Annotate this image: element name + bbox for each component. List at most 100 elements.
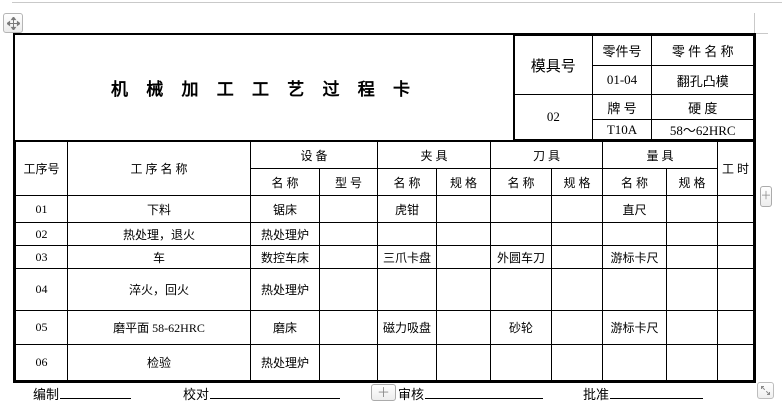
cell-cut-spec[interactable] bbox=[551, 195, 604, 223]
process-row-02: 02 热处理，退火 热处理炉 bbox=[15, 222, 754, 246]
header-gauge-name: 名 称 bbox=[602, 168, 668, 196]
cell-cut-spec[interactable] bbox=[551, 268, 604, 311]
grade-value[interactable]: T10A bbox=[591, 119, 653, 140]
cell-fix-spec[interactable] bbox=[436, 344, 492, 381]
cell-eq-name[interactable]: 热处理炉 bbox=[250, 344, 320, 381]
cell-time[interactable] bbox=[717, 222, 754, 246]
cell-eq-model[interactable] bbox=[318, 344, 379, 381]
hardness-value[interactable]: 58～62HRC bbox=[651, 119, 754, 140]
insert-row-button[interactable]: ＋ bbox=[371, 384, 396, 401]
header-op-no: 工序号 bbox=[15, 141, 68, 196]
cell-gauge-spec[interactable] bbox=[666, 222, 719, 246]
cell-op-name[interactable]: 磨平面 58-62HRC bbox=[67, 310, 251, 345]
proofread-label: 校对 bbox=[183, 387, 210, 402]
cell-op-no[interactable]: 04 bbox=[15, 268, 68, 311]
cell-eq-name[interactable]: 锯床 bbox=[250, 195, 320, 223]
review-underline bbox=[425, 384, 543, 399]
cell-eq-model[interactable] bbox=[318, 310, 379, 345]
cell-cut-spec[interactable] bbox=[551, 310, 604, 345]
cell-fix-spec[interactable] bbox=[436, 245, 492, 269]
cell-op-name[interactable]: 下料 bbox=[67, 195, 251, 223]
insert-column-button[interactable]: ＋ bbox=[760, 186, 772, 207]
mold-no-value[interactable]: 02 bbox=[514, 94, 593, 140]
cell-fix-spec[interactable] bbox=[436, 195, 492, 223]
part-no-value[interactable]: 01-04 bbox=[591, 65, 653, 95]
cell-gauge-name[interactable] bbox=[602, 222, 668, 246]
card-title: 机 械 加 工 工 艺 过 程 卡 bbox=[15, 35, 514, 140]
cell-fix-name[interactable]: 三爪卡盘 bbox=[377, 245, 438, 269]
cell-gauge-spec[interactable] bbox=[666, 310, 719, 345]
cell-fix-name[interactable]: 磁力吸盘 bbox=[377, 310, 438, 345]
cell-eq-name[interactable]: 磨床 bbox=[250, 310, 320, 345]
part-name-value[interactable]: 翻孔凸模 bbox=[651, 65, 754, 95]
cell-cut-name[interactable] bbox=[490, 344, 553, 381]
cell-time[interactable] bbox=[717, 310, 754, 345]
cell-cut-spec[interactable] bbox=[551, 222, 604, 246]
process-card-table: 机 械 加 工 工 艺 过 程 卡 模具号 零件号 零 件 名 称 01-04 … bbox=[13, 33, 756, 383]
resize-arrows-icon bbox=[760, 385, 771, 396]
cell-time[interactable] bbox=[717, 268, 754, 311]
header-gauge-spec: 规 格 bbox=[666, 168, 719, 196]
cell-op-name[interactable]: 淬火，回火 bbox=[67, 268, 251, 311]
cell-cut-name[interactable]: 外圆车刀 bbox=[490, 245, 553, 269]
cell-gauge-name[interactable]: 直尺 bbox=[602, 195, 668, 223]
proofread-underline bbox=[210, 384, 340, 399]
card-header-section: 机 械 加 工 工 艺 过 程 卡 模具号 零件号 零 件 名 称 01-04 … bbox=[15, 35, 754, 141]
cell-fix-name[interactable] bbox=[377, 268, 438, 311]
cell-fix-name[interactable] bbox=[377, 222, 438, 246]
cell-op-name[interactable]: 车 bbox=[67, 245, 251, 269]
cell-op-no[interactable]: 01 bbox=[15, 195, 68, 223]
cell-cut-spec[interactable] bbox=[551, 245, 604, 269]
cell-fix-spec[interactable] bbox=[436, 268, 492, 311]
cell-gauge-spec[interactable] bbox=[666, 268, 719, 311]
part-info-block: 模具号 零件号 零 件 名 称 01-04 翻孔凸模 02 牌 号 硬 度 T1… bbox=[514, 35, 754, 140]
process-row-03: 03 车 数控车床 三爪卡盘 外圆车刀 游标卡尺 bbox=[15, 245, 754, 269]
cell-fix-spec[interactable] bbox=[436, 310, 492, 345]
process-steps-table: 工序号 工 序 名 称 设 备 夹 具 刀 具 量 具 工 时 名 称 型 号 … bbox=[15, 141, 754, 381]
process-row-06: 06 检验 热处理炉 bbox=[15, 344, 754, 381]
cell-time[interactable] bbox=[717, 245, 754, 269]
cell-op-name[interactable]: 热处理，退火 bbox=[67, 222, 251, 246]
header-cut-name: 名 称 bbox=[490, 168, 553, 196]
cell-eq-name[interactable]: 热处理炉 bbox=[250, 222, 320, 246]
cell-gauge-name[interactable] bbox=[602, 344, 668, 381]
mold-no-label: 模具号 bbox=[514, 35, 593, 95]
cell-time[interactable] bbox=[717, 195, 754, 223]
grade-label: 牌 号 bbox=[591, 94, 653, 120]
cell-fix-name[interactable] bbox=[377, 344, 438, 381]
cell-fix-name[interactable]: 虎钳 bbox=[377, 195, 438, 223]
cell-cut-name[interactable] bbox=[490, 268, 553, 311]
cell-op-no[interactable]: 03 bbox=[15, 245, 68, 269]
cell-gauge-name[interactable]: 游标卡尺 bbox=[602, 310, 668, 345]
cell-cut-name[interactable]: 砂轮 bbox=[490, 310, 553, 345]
cell-op-no[interactable]: 06 bbox=[15, 344, 68, 381]
cell-gauge-spec[interactable] bbox=[666, 195, 719, 223]
header-cutter: 刀 具 bbox=[490, 141, 604, 169]
cell-fix-spec[interactable] bbox=[436, 222, 492, 246]
cell-eq-name[interactable]: 热处理炉 bbox=[250, 268, 320, 311]
cell-op-no[interactable]: 05 bbox=[15, 310, 68, 345]
cell-op-no[interactable]: 02 bbox=[15, 222, 68, 246]
table-resize-handle[interactable] bbox=[757, 382, 774, 399]
cell-eq-model[interactable] bbox=[318, 268, 379, 311]
cell-gauge-name[interactable]: 游标卡尺 bbox=[602, 245, 668, 269]
cell-gauge-name[interactable] bbox=[602, 268, 668, 311]
cell-op-name[interactable]: 检验 bbox=[67, 344, 251, 381]
cell-cut-name[interactable] bbox=[490, 195, 553, 223]
cell-eq-model[interactable] bbox=[318, 245, 379, 269]
cell-eq-model[interactable] bbox=[318, 195, 379, 223]
approve-label: 批准 bbox=[583, 387, 610, 402]
cell-eq-name[interactable]: 数控车床 bbox=[250, 245, 320, 269]
compile-label: 编制 bbox=[33, 387, 60, 402]
cell-gauge-spec[interactable] bbox=[666, 245, 719, 269]
cell-cut-spec[interactable] bbox=[551, 344, 604, 381]
cell-time[interactable] bbox=[717, 344, 754, 381]
cell-cut-name[interactable] bbox=[490, 222, 553, 246]
cell-eq-model[interactable] bbox=[318, 222, 379, 246]
margin-corner-mark-horizontal bbox=[756, 33, 768, 34]
table-move-handle[interactable] bbox=[3, 13, 23, 33]
move-arrows-icon bbox=[6, 16, 20, 30]
cell-gauge-spec[interactable] bbox=[666, 344, 719, 381]
header-eq-model: 型 号 bbox=[318, 168, 379, 196]
